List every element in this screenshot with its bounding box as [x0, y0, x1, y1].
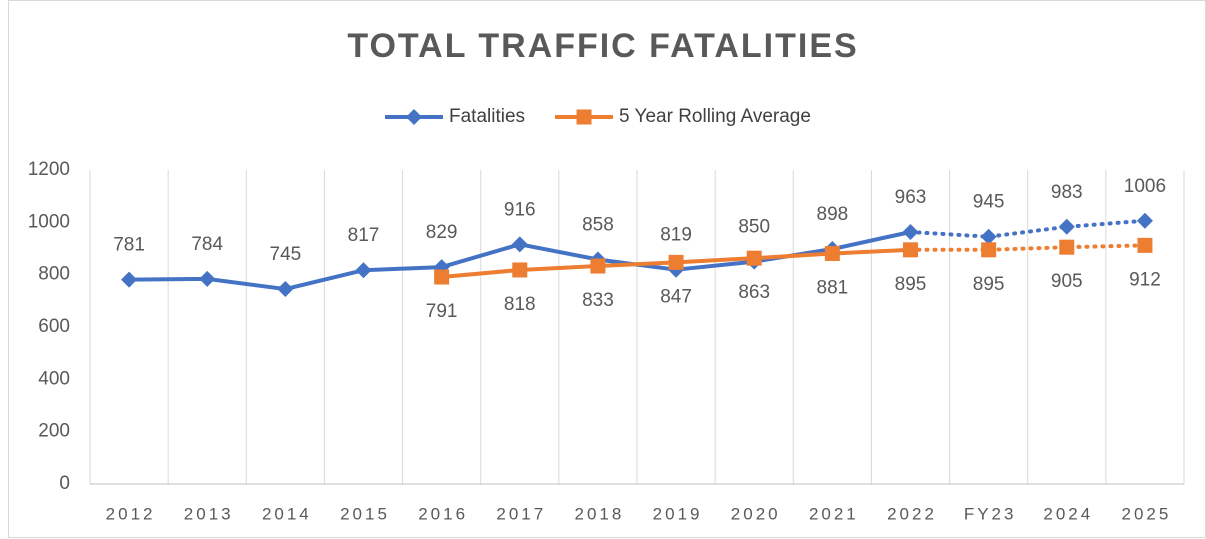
- x-tick-label: 2021: [809, 504, 859, 523]
- data-label: 916: [504, 199, 536, 220]
- point: [121, 271, 138, 288]
- point: [277, 281, 294, 298]
- data-label: 895: [895, 274, 927, 295]
- chart-title: TOTAL TRAFFIC FATALITIES: [347, 27, 858, 65]
- x-tick-label: 2024: [1043, 504, 1093, 523]
- data-label: 898: [817, 204, 849, 225]
- point: [981, 242, 997, 258]
- x-tick-label: 2022: [887, 504, 937, 523]
- x-tick-label: 2019: [653, 504, 703, 523]
- point: [902, 224, 919, 241]
- y-tick-label: 600: [38, 316, 70, 337]
- data-label: 781: [113, 235, 145, 256]
- data-label: 1006: [1124, 176, 1166, 197]
- y-tick-label: 200: [38, 421, 70, 442]
- x-tick-label: FY23: [964, 504, 1017, 523]
- point: [668, 254, 684, 270]
- data-label: 963: [895, 187, 927, 208]
- point: [746, 250, 762, 266]
- data-label: 905: [1051, 271, 1083, 292]
- data-label: 945: [973, 192, 1005, 213]
- data-label: 829: [426, 222, 458, 243]
- data-label: 863: [738, 282, 770, 303]
- x-tick-label: 2025: [1122, 504, 1172, 523]
- legend-marker: [576, 109, 592, 125]
- data-label: 833: [582, 290, 614, 311]
- y-tick-label: 400: [38, 368, 70, 389]
- legend-label: Fatalities: [449, 106, 525, 127]
- point: [1137, 237, 1153, 253]
- y-tick-label: 1200: [28, 159, 70, 180]
- x-tick-label: 2013: [184, 504, 234, 523]
- legend-label: 5 Year Rolling Average: [619, 106, 811, 127]
- x-tick-label: 2015: [340, 504, 390, 523]
- projected-line: [908, 218, 1147, 239]
- x-tick-label: 2017: [496, 504, 546, 523]
- data-label: 791: [426, 301, 458, 322]
- point: [511, 236, 528, 253]
- data-label: 784: [191, 234, 223, 255]
- chart-border: [8, 0, 1206, 538]
- point: [980, 228, 997, 245]
- data-label: 847: [660, 286, 692, 307]
- data-label: 895: [973, 274, 1005, 295]
- legend-marker: [406, 109, 422, 125]
- point: [199, 270, 216, 287]
- x-tick-label: 2016: [418, 504, 468, 523]
- y-tick-label: 0: [59, 473, 70, 494]
- point: [434, 269, 450, 285]
- point: [1136, 212, 1153, 229]
- x-tick-label: 2020: [731, 504, 781, 523]
- point: [1058, 218, 1075, 235]
- point: [590, 258, 606, 274]
- point: [903, 242, 918, 258]
- data-label: 818: [504, 294, 536, 315]
- y-tick-label: 800: [38, 264, 70, 285]
- data-label: 858: [582, 215, 614, 236]
- point: [355, 262, 372, 279]
- data-label: 745: [270, 244, 302, 265]
- data-label: 819: [660, 225, 692, 246]
- y-tick-label: 1000: [28, 211, 70, 232]
- point: [824, 245, 840, 261]
- projected-line: [908, 243, 1147, 252]
- data-label: 817: [348, 225, 380, 246]
- data-label: 983: [1051, 182, 1083, 203]
- data-label: 881: [817, 277, 849, 298]
- x-tick-label: 2012: [106, 504, 156, 523]
- data-label: 912: [1129, 269, 1161, 290]
- x-tick-label: 2018: [575, 504, 625, 523]
- x-tick-label: 2014: [262, 504, 312, 523]
- point: [512, 262, 528, 278]
- data-label: 850: [738, 217, 770, 238]
- point: [1059, 239, 1075, 255]
